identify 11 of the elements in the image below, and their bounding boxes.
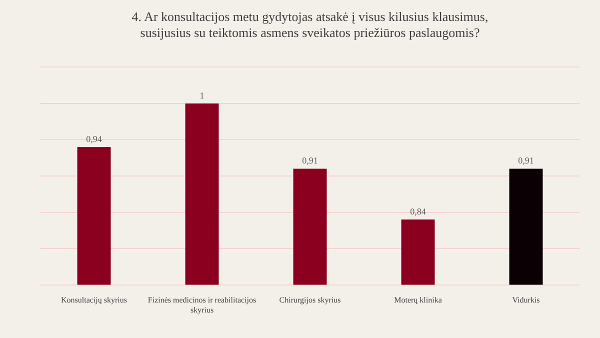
x-tick-label: Chirurgijos skyrius — [279, 296, 341, 305]
data-label: 0,91 — [518, 156, 534, 166]
chart-title: 4. Ar konsultacijos metu gydytojas atsakė į visus kilusius klausimus, susijusius su teiktomis asmens sveikatos priežiūros paslaugomis? — [132, 9, 488, 40]
data-label: 0,84 — [410, 206, 426, 216]
data-label: 0,91 — [302, 156, 318, 166]
x-tick-label: Moterų klinika — [394, 296, 442, 305]
x-tick-label: Fizinės medicinos ir reabilitacijos skyrius — [148, 296, 256, 314]
x-tick-label: Vidurkis — [512, 296, 540, 305]
x-tick-label: Konsultacijų skyrius — [61, 296, 127, 305]
data-label: 1 — [200, 90, 204, 100]
data-label: 0,94 — [86, 134, 102, 144]
